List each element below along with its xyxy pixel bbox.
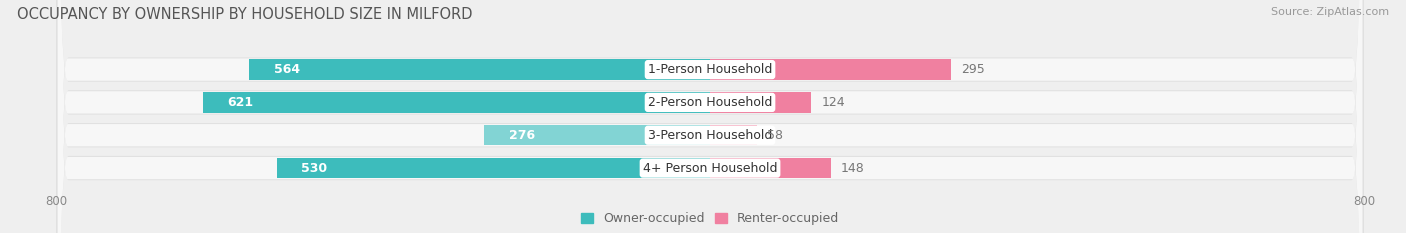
Bar: [710, 59, 950, 80]
Text: 2-Person Household: 2-Person Household: [648, 96, 772, 109]
Text: 3-Person Household: 3-Person Household: [648, 129, 772, 142]
Legend: Owner-occupied, Renter-occupied: Owner-occupied, Renter-occupied: [581, 212, 839, 225]
Text: 530: 530: [301, 161, 328, 175]
Text: 1-Person Household: 1-Person Household: [648, 63, 772, 76]
Text: 4+ Person Household: 4+ Person Household: [643, 161, 778, 175]
FancyBboxPatch shape: [58, 0, 1362, 233]
Bar: [710, 125, 758, 145]
Text: 564: 564: [274, 63, 299, 76]
FancyBboxPatch shape: [58, 0, 1362, 233]
FancyBboxPatch shape: [56, 0, 1364, 233]
FancyBboxPatch shape: [56, 0, 1364, 233]
Text: 276: 276: [509, 129, 536, 142]
Bar: [249, 59, 710, 80]
FancyBboxPatch shape: [56, 0, 1364, 233]
Text: Source: ZipAtlas.com: Source: ZipAtlas.com: [1271, 7, 1389, 17]
Text: 58: 58: [768, 129, 783, 142]
Bar: [202, 92, 710, 113]
Bar: [710, 158, 831, 178]
Bar: [277, 158, 710, 178]
Text: 148: 148: [841, 161, 865, 175]
Bar: [710, 92, 811, 113]
Bar: [485, 125, 710, 145]
Text: 621: 621: [226, 96, 253, 109]
Text: OCCUPANCY BY OWNERSHIP BY HOUSEHOLD SIZE IN MILFORD: OCCUPANCY BY OWNERSHIP BY HOUSEHOLD SIZE…: [17, 7, 472, 22]
Text: 295: 295: [960, 63, 984, 76]
FancyBboxPatch shape: [58, 0, 1362, 233]
FancyBboxPatch shape: [56, 0, 1364, 233]
Text: 124: 124: [821, 96, 845, 109]
FancyBboxPatch shape: [58, 0, 1362, 233]
